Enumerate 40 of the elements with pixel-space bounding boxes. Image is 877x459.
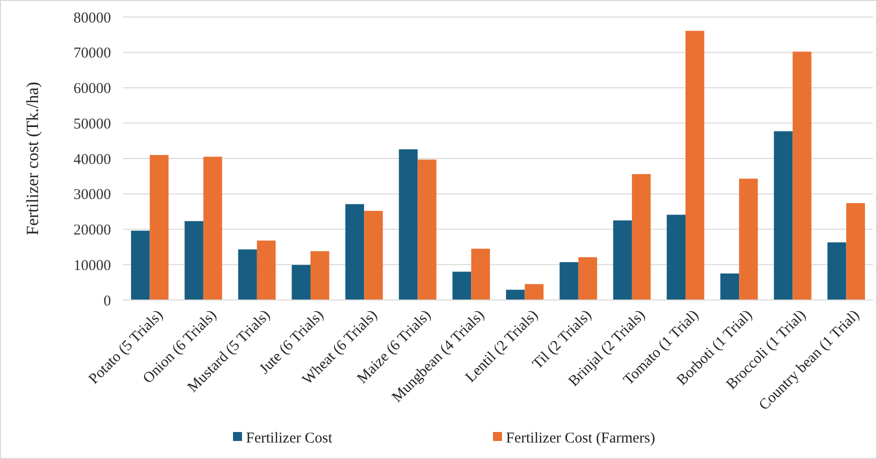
y-tick-label: 10000 (74, 258, 111, 274)
y-tick-label: 0 (104, 293, 111, 310)
legend-label: Fertilizer Cost (Farmers) (506, 430, 656, 446)
bar (613, 220, 632, 300)
bar (792, 52, 812, 300)
bar (418, 160, 436, 300)
bar (364, 210, 383, 300)
bar (471, 248, 490, 300)
bar (686, 30, 704, 300)
y-axis-title: Fertilizer cost (Tk./ha) (23, 82, 42, 236)
y-tick-label: 20000 (74, 222, 111, 238)
bar (150, 154, 169, 300)
bar (398, 149, 418, 300)
bar (632, 174, 651, 300)
bar (827, 242, 846, 300)
legend-label: Fertilizer Cost (246, 430, 334, 446)
bar (345, 204, 364, 300)
y-tick-label: 30000 (74, 187, 111, 204)
bar (238, 249, 257, 300)
y-tick-label: 70000 (74, 46, 111, 62)
bar (524, 284, 544, 300)
bar (720, 273, 740, 300)
y-tick-label: 40000 (74, 152, 111, 168)
bar (506, 290, 525, 300)
bar (452, 272, 472, 300)
bar (560, 262, 578, 300)
y-tick-label: 60000 (74, 81, 111, 97)
bar (774, 131, 793, 300)
bar (131, 230, 150, 300)
bar (292, 264, 310, 300)
bar (578, 257, 598, 300)
bar (666, 214, 686, 300)
y-tick-label: 50000 (74, 116, 111, 132)
bar (310, 251, 330, 300)
y-tick-label: 80000 (74, 10, 111, 26)
bar (184, 221, 204, 300)
bar (739, 178, 758, 300)
bar (203, 156, 222, 300)
bar (256, 240, 276, 300)
bar (846, 203, 865, 300)
